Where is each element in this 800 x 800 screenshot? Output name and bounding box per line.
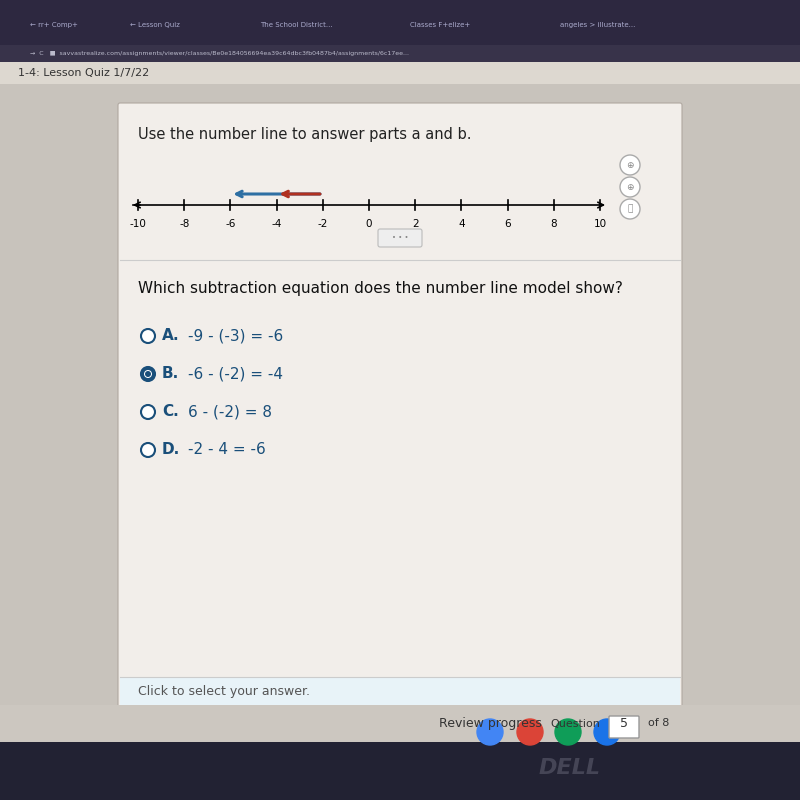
Text: ⊕: ⊕: [626, 161, 634, 170]
FancyBboxPatch shape: [378, 229, 422, 247]
Text: -6: -6: [226, 219, 235, 229]
Bar: [0, 45, 800, 62]
Circle shape: [145, 371, 151, 377]
Text: 8: 8: [550, 219, 557, 229]
Text: The School District...: The School District...: [260, 22, 333, 28]
Text: Question: Question: [550, 718, 600, 729]
Bar: [0, 0, 800, 70]
FancyBboxPatch shape: [609, 716, 639, 738]
Bar: [0, 705, 800, 742]
Text: C.: C.: [162, 405, 178, 419]
Text: -8: -8: [179, 219, 190, 229]
Text: 1-4: Lesson Quiz 1/7/22: 1-4: Lesson Quiz 1/7/22: [18, 68, 150, 78]
Text: Which subtraction equation does the number line model show?: Which subtraction equation does the numb…: [138, 281, 623, 295]
Text: →  C   ■  savvastrealize.com/assignments/viewer/classes/Be0e184056694ea39c64dbc3: → C ■ savvastrealize.com/assignments/vie…: [30, 51, 409, 57]
Circle shape: [141, 405, 155, 419]
Text: A.: A.: [162, 329, 180, 343]
Text: -9 - (-3) = -6: -9 - (-3) = -6: [188, 329, 283, 343]
Circle shape: [477, 719, 503, 745]
Text: Review progress: Review progress: [438, 717, 542, 730]
Text: D.: D.: [162, 442, 180, 458]
Text: 6: 6: [504, 219, 511, 229]
Text: -6 - (-2) = -4: -6 - (-2) = -4: [188, 366, 283, 382]
Bar: [0, 70, 800, 710]
Text: 0: 0: [366, 219, 372, 229]
Text: -10: -10: [130, 219, 146, 229]
Text: Use the number line to answer parts a and b.: Use the number line to answer parts a an…: [138, 127, 471, 142]
Text: B.: B.: [162, 366, 179, 382]
Circle shape: [141, 329, 155, 343]
Text: -2: -2: [318, 219, 328, 229]
Circle shape: [620, 177, 640, 197]
Text: DELL: DELL: [539, 758, 601, 778]
Bar: [0, 62, 800, 84]
Bar: [120, 677, 680, 705]
Circle shape: [517, 719, 543, 745]
Circle shape: [141, 367, 155, 381]
Text: Click to select your answer.: Click to select your answer.: [138, 685, 310, 698]
Circle shape: [620, 199, 640, 219]
Text: ← rr+ Comp+: ← rr+ Comp+: [30, 22, 78, 28]
Text: -2 - 4 = -6: -2 - 4 = -6: [188, 442, 266, 458]
Text: Classes F+elize+: Classes F+elize+: [410, 22, 470, 28]
Bar: [0, 0, 800, 45]
Text: 5: 5: [620, 717, 628, 730]
Text: angeles > illustrate...: angeles > illustrate...: [560, 22, 635, 28]
Circle shape: [620, 155, 640, 175]
Text: ⊕: ⊕: [626, 182, 634, 191]
Circle shape: [144, 370, 152, 378]
Text: ← Lesson Quiz: ← Lesson Quiz: [130, 22, 180, 28]
Circle shape: [594, 719, 620, 745]
FancyBboxPatch shape: [118, 103, 682, 707]
Text: 6 - (-2) = 8: 6 - (-2) = 8: [188, 405, 272, 419]
Text: 4: 4: [458, 219, 465, 229]
Circle shape: [555, 719, 581, 745]
Circle shape: [141, 443, 155, 457]
Text: 2: 2: [412, 219, 418, 229]
Text: -4: -4: [271, 219, 282, 229]
Bar: [0, 710, 800, 800]
Text: • • •: • • •: [392, 235, 408, 241]
Text: 10: 10: [594, 219, 606, 229]
Text: ⧉: ⧉: [627, 205, 633, 214]
Text: of 8: of 8: [648, 718, 670, 729]
